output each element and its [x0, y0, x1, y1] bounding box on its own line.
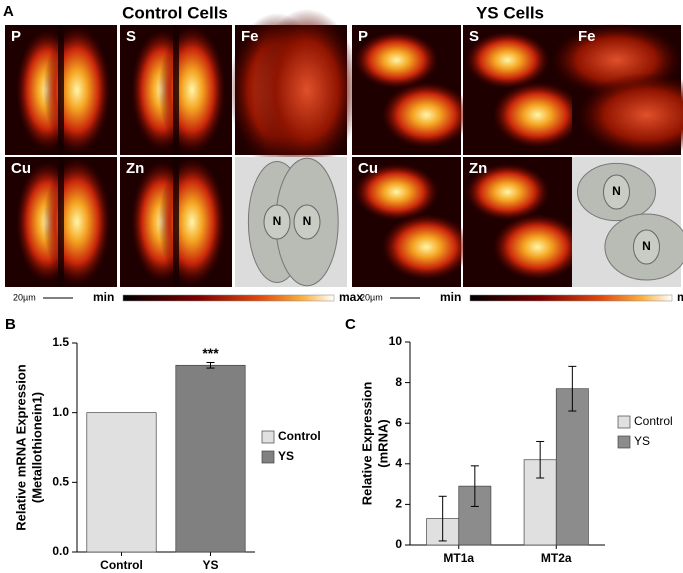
legend-swatch — [261, 450, 275, 464]
colorbar-max: max — [339, 290, 363, 304]
x-tick-label: MT1a — [443, 551, 474, 565]
colorbar-max: max — [677, 290, 683, 304]
colorbar-min: min — [440, 290, 461, 304]
colorbar — [469, 294, 673, 302]
nucleus-label: N — [612, 184, 621, 198]
tile-label: Fe — [578, 28, 596, 45]
cell-signal — [158, 26, 226, 154]
cell-signal — [354, 163, 439, 221]
legend-swatch — [617, 415, 631, 429]
nucleus — [263, 204, 291, 240]
scale-label: 20µm — [13, 292, 36, 302]
tile-label: P — [358, 28, 368, 45]
cell-signal — [492, 214, 583, 280]
cell-gap — [173, 157, 179, 287]
nucleus-label: N — [303, 214, 312, 228]
group-title: Control Cells — [122, 3, 228, 22]
panel-label: A — [3, 3, 14, 20]
legend-label: YS — [278, 449, 294, 463]
legend-swatch — [261, 430, 275, 444]
y-axis-label: (Metallothionein1) — [29, 392, 44, 503]
nucleus-label: N — [642, 239, 651, 253]
cell-gap — [58, 157, 64, 287]
colorbar — [122, 294, 335, 302]
scale-label: 20µm — [360, 292, 383, 302]
bar — [555, 388, 589, 546]
cell-signal — [576, 73, 683, 157]
y-axis-label: Relative Expression — [359, 382, 374, 506]
cell-signal — [465, 31, 550, 89]
legend-label: Control — [278, 429, 321, 443]
y-tick-label: 2 — [395, 497, 402, 511]
y-tick-label: 1.5 — [52, 335, 69, 349]
cell-signal — [158, 158, 226, 286]
y-tick-label: 0.0 — [52, 544, 69, 558]
cell-signal — [354, 31, 439, 89]
cell-signal — [381, 214, 472, 280]
tile-label: P — [11, 28, 21, 45]
x-tick-label: Control — [100, 558, 143, 572]
y-tick-label: 6 — [395, 415, 402, 429]
cell-signal — [465, 163, 550, 221]
legend-label: Control — [634, 414, 673, 428]
cell-signal — [492, 82, 583, 148]
y-tick-label: 8 — [395, 375, 402, 389]
y-tick-label: 0.5 — [52, 475, 69, 489]
tile-label: Zn — [126, 160, 144, 177]
cell-signal — [381, 82, 472, 148]
nucleus — [293, 204, 321, 240]
y-tick-label: 4 — [395, 456, 402, 470]
tile-label: Fe — [241, 28, 259, 45]
y-tick-label: 1.0 — [52, 405, 69, 419]
cell-signal — [254, 8, 360, 172]
nucleus — [603, 174, 630, 210]
significance: *** — [202, 345, 219, 361]
tile-label: S — [126, 28, 136, 45]
legend-swatch — [617, 435, 631, 449]
colorbar-min: min — [93, 290, 114, 304]
y-tick-label: 0 — [395, 537, 402, 551]
tile-label: S — [469, 28, 479, 45]
y-axis-label: Relative mRNA Expression — [13, 364, 28, 530]
tile-label: Zn — [469, 160, 487, 177]
x-tick-label: YS — [202, 558, 218, 572]
legend-label: YS — [634, 434, 650, 448]
bar — [86, 412, 157, 553]
cell-gap — [58, 25, 64, 155]
y-tick-label: 10 — [389, 334, 403, 348]
bar — [175, 364, 246, 553]
tile-label: Cu — [11, 160, 31, 177]
panel-label: B — [5, 316, 16, 333]
group-title: YS Cells — [476, 3, 544, 22]
tile-label: Cu — [358, 160, 378, 177]
x-tick-label: MT2a — [541, 551, 572, 565]
cell-signal — [43, 158, 111, 286]
cell-gap — [173, 25, 179, 155]
panel-label: C — [345, 316, 356, 333]
y-axis-label: (mRNA) — [375, 419, 390, 467]
nucleus — [633, 229, 660, 265]
cell-signal — [43, 26, 111, 154]
nucleus-label: N — [273, 214, 282, 228]
